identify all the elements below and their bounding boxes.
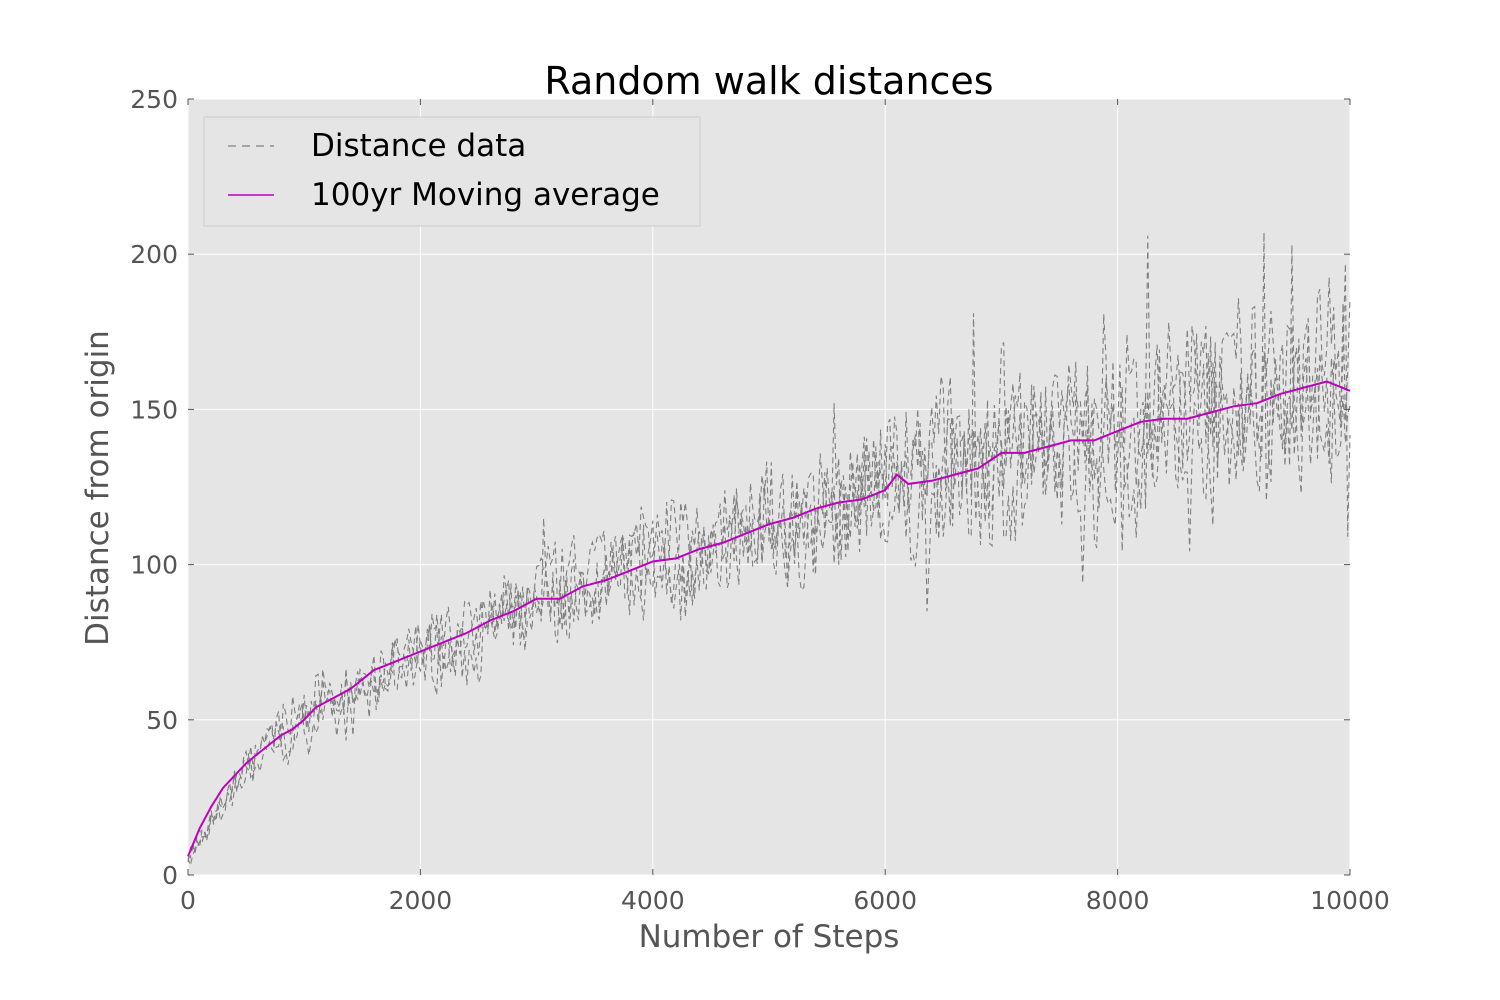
legend-box bbox=[203, 116, 701, 227]
plot-background bbox=[188, 99, 1350, 875]
data-layer bbox=[187, 232, 1351, 868]
distance-data-line bbox=[187, 277, 1351, 862]
x-tick-label: 8000 bbox=[1086, 886, 1150, 915]
chart-title: Random walk distances bbox=[544, 59, 993, 103]
y-tick-label: 200 bbox=[130, 240, 178, 269]
x-tick-label: 10000 bbox=[1310, 886, 1390, 915]
y-tick-label: 100 bbox=[130, 551, 178, 580]
y-tick-label: 250 bbox=[130, 85, 178, 114]
x-tick-label: 0 bbox=[180, 886, 196, 915]
x-tick-label: 2000 bbox=[389, 886, 453, 915]
x-tick-label: 6000 bbox=[853, 886, 917, 915]
x-tick-label: 4000 bbox=[621, 886, 685, 915]
legend-label-moving-average: 100yr Moving average bbox=[311, 177, 660, 213]
distance-data-line bbox=[187, 318, 1351, 859]
y-tick-label: 50 bbox=[146, 706, 178, 735]
x-axis-label: Number of Steps bbox=[639, 919, 900, 955]
moving-average-line bbox=[187, 380, 1351, 857]
legend-label-distance-data: Distance data bbox=[311, 128, 526, 164]
y-tick-label: 150 bbox=[130, 395, 178, 424]
ticks: 0 2000 4000 6000 8000 10000 0 50 100 150 200 250 bbox=[130, 85, 1389, 915]
y-axis-label: Distance from origin bbox=[80, 330, 116, 646]
legend: Distance data 100yr Moving average bbox=[203, 116, 701, 227]
grid-lines bbox=[187, 98, 1351, 876]
y-tick-label: 0 bbox=[162, 861, 178, 890]
